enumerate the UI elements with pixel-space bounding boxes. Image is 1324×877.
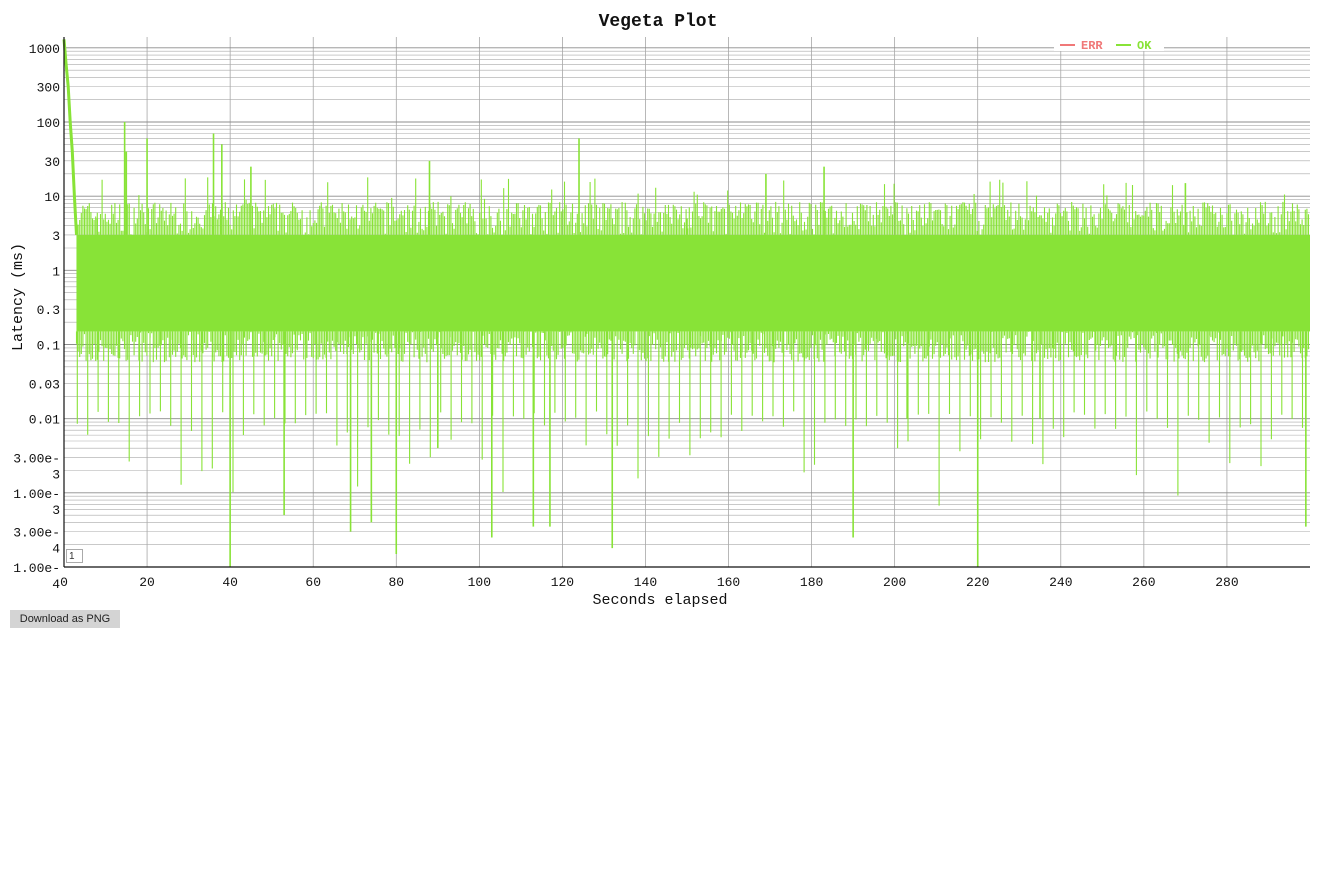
series-ok-warmup: [62, 39, 78, 235]
y-tick-label: 4: [52, 542, 60, 557]
x-tick-label: 60: [305, 575, 321, 590]
y-tick-labels: 10003001003010310.30.10.030.013.00e-31.0…: [13, 42, 60, 592]
x-tick-labels: 0 20 40 60 80 100 120 140 160 180 200 220 240 260 280: [60, 575, 1239, 590]
y-tick-label: 1.00e-: [13, 487, 60, 502]
x-tick-label: 80: [388, 575, 404, 590]
y-tick-label: 10: [44, 190, 60, 205]
chart-title: Vegeta Plot: [599, 12, 718, 32]
y-tick-label: 3: [52, 229, 60, 244]
x-tick-label: 120: [551, 575, 574, 590]
y-tick-label: 1: [52, 264, 60, 279]
series-ok-texture: [75, 177, 1310, 506]
rolling-period-input[interactable]: 1: [66, 549, 83, 563]
x-tick-label: 200: [883, 575, 906, 590]
legend-label-err: ERR: [1081, 39, 1103, 53]
x-tick-label: 20: [139, 575, 155, 590]
x-tick-label: 240: [1049, 575, 1072, 590]
y-tick-label: 1000: [29, 42, 60, 57]
x-tick-label: 180: [800, 575, 823, 590]
y-tick-label: 30: [44, 155, 60, 170]
y-tick-label: 0.03: [29, 377, 60, 392]
y-tick-label: 3.00e-: [13, 451, 60, 466]
y-tick-label: 0.1: [37, 339, 61, 354]
y-tick-label: 1.00e-: [13, 561, 60, 576]
download-png-button[interactable]: Download as PNG: [10, 610, 120, 628]
x-tick-label: 140: [634, 575, 657, 590]
x-axis-label: Seconds elapsed: [592, 592, 727, 609]
x-tick-label: 100: [468, 575, 491, 590]
legend-label-ok: OK: [1137, 39, 1152, 53]
x-tick-label: 40: [222, 575, 238, 590]
y-tick-label: 300: [37, 81, 60, 96]
y-tick-label: 3: [52, 503, 60, 518]
chart-container: Vegeta Plot 0 20 40 60 80 100 120 140 160 180 200 22…: [10, 12, 1311, 609]
x-tick-label: 0: [60, 575, 68, 590]
y-tick-label: 100: [37, 116, 60, 131]
series-ok-band: [76, 234, 1311, 332]
legend: ERR OK: [1054, 37, 1164, 53]
x-tick-label: 220: [966, 575, 989, 590]
x-tick-label: 260: [1132, 575, 1155, 590]
y-tick-label: 3.00e-: [13, 526, 60, 541]
y-axis-label: Latency (ms): [10, 243, 27, 351]
plot-svg: Vegeta Plot 0 20 40 60 80 100 120 140 160 180 200 22…: [10, 12, 1311, 609]
y-tick-label: 4: [52, 577, 60, 592]
legend-background: [1054, 37, 1164, 51]
y-tick-label: 0.01: [29, 413, 60, 428]
y-tick-label: 0.3: [37, 303, 60, 318]
y-tick-label: 3: [52, 467, 60, 482]
x-tick-label: 160: [717, 575, 740, 590]
series-ok: [62, 39, 1311, 567]
x-tick-label: 280: [1215, 575, 1238, 590]
